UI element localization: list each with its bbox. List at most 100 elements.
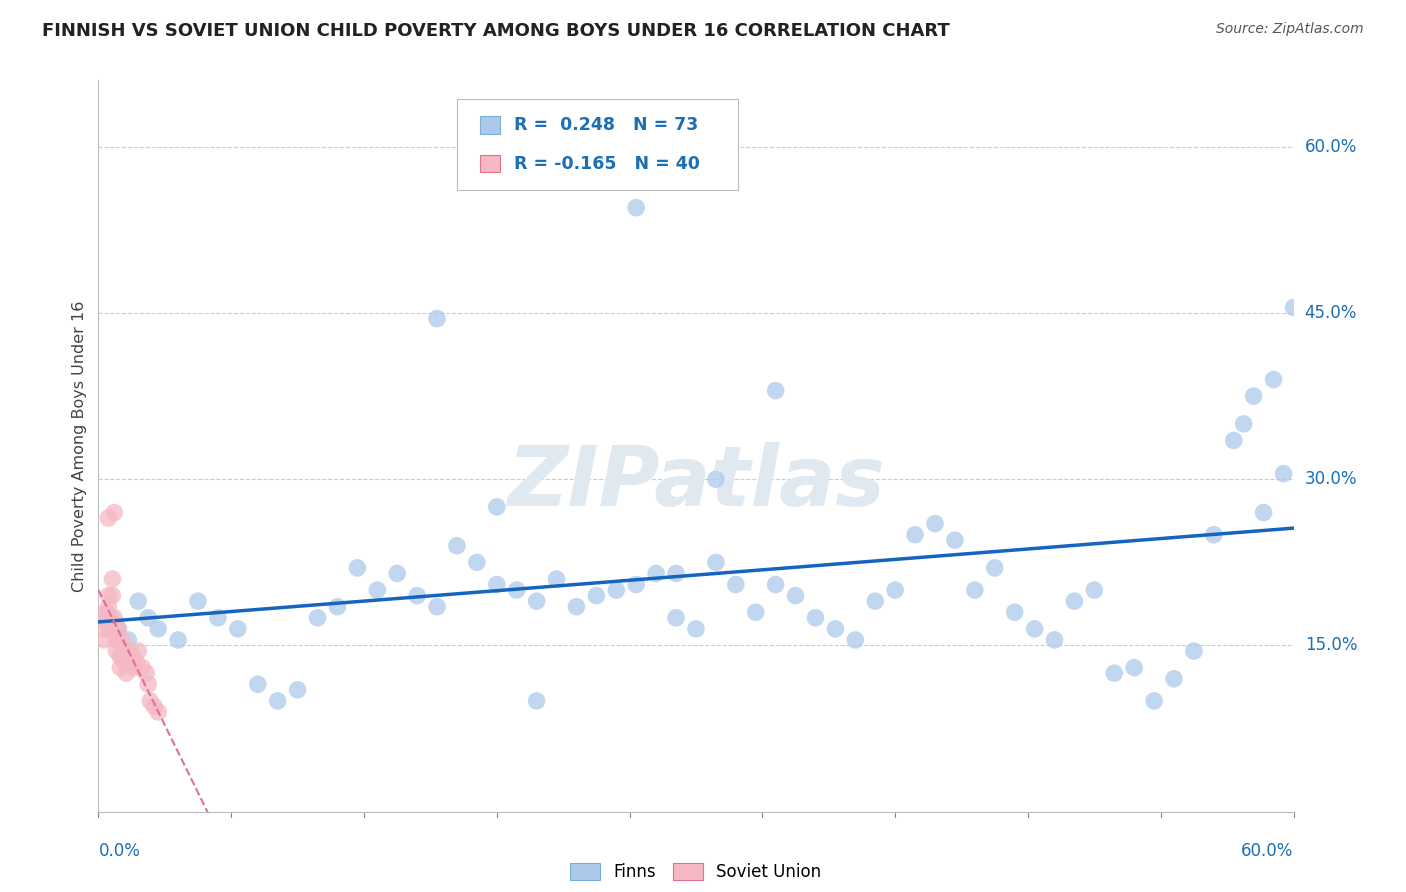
- Text: R = -0.165   N = 40: R = -0.165 N = 40: [513, 154, 699, 173]
- Text: ZIPatlas: ZIPatlas: [508, 442, 884, 523]
- Point: [97, 611, 120, 625]
- Point: [565, 599, 588, 614]
- Point: [665, 566, 688, 581]
- Point: [665, 611, 688, 625]
- Point: [585, 589, 607, 603]
- Point: [105, 644, 128, 658]
- Point: [485, 577, 508, 591]
- Point: [117, 655, 139, 669]
- Point: [1282, 301, 1305, 315]
- Point: [526, 694, 548, 708]
- Point: [785, 589, 807, 603]
- Point: [704, 555, 727, 569]
- Point: [1024, 622, 1046, 636]
- Point: [326, 599, 349, 614]
- Point: [143, 699, 166, 714]
- Point: [110, 649, 132, 664]
- Point: [226, 622, 249, 636]
- Point: [765, 384, 787, 398]
- Text: Source: ZipAtlas.com: Source: ZipAtlas.com: [1216, 22, 1364, 37]
- Point: [884, 583, 907, 598]
- Point: [115, 666, 138, 681]
- Point: [112, 649, 135, 664]
- Point: [131, 660, 153, 674]
- Point: [117, 632, 139, 647]
- Point: [624, 577, 647, 591]
- Point: [98, 611, 122, 625]
- Point: [546, 572, 568, 586]
- Point: [1263, 372, 1285, 386]
- Point: [111, 632, 134, 647]
- Point: [111, 644, 134, 658]
- Point: [148, 622, 170, 636]
- Text: 45.0%: 45.0%: [1305, 304, 1357, 322]
- Point: [765, 577, 787, 591]
- Point: [406, 589, 429, 603]
- Point: [103, 622, 125, 636]
- Point: [983, 561, 1005, 575]
- Point: [125, 655, 148, 669]
- Point: [107, 632, 129, 647]
- Point: [307, 611, 329, 625]
- Point: [117, 655, 139, 669]
- Point: [804, 611, 827, 625]
- Point: [167, 632, 190, 647]
- Point: [127, 594, 149, 608]
- Point: [366, 583, 388, 598]
- Point: [465, 555, 488, 569]
- Point: [246, 677, 269, 691]
- Point: [139, 694, 162, 708]
- Text: 60.0%: 60.0%: [1241, 842, 1294, 860]
- Point: [605, 583, 627, 598]
- Point: [844, 632, 866, 647]
- Point: [963, 583, 986, 598]
- Point: [207, 611, 229, 625]
- Point: [287, 682, 309, 697]
- Point: [93, 622, 115, 636]
- FancyBboxPatch shape: [479, 116, 501, 134]
- Point: [1182, 644, 1205, 658]
- Point: [745, 605, 768, 619]
- Point: [904, 527, 927, 541]
- Point: [1063, 594, 1085, 608]
- Point: [346, 561, 368, 575]
- Point: [120, 644, 142, 658]
- Point: [724, 577, 747, 591]
- Point: [110, 660, 132, 674]
- Y-axis label: Child Poverty Among Boys Under 16: Child Poverty Among Boys Under 16: [72, 301, 87, 591]
- Point: [645, 566, 668, 581]
- Point: [685, 622, 707, 636]
- Point: [124, 660, 146, 674]
- Point: [704, 472, 727, 486]
- Point: [1233, 417, 1256, 431]
- Point: [97, 511, 120, 525]
- Point: [112, 655, 135, 669]
- Point: [1143, 694, 1166, 708]
- Point: [1202, 527, 1225, 541]
- Text: 60.0%: 60.0%: [1305, 137, 1357, 156]
- Point: [107, 622, 129, 636]
- Point: [187, 594, 209, 608]
- Point: [426, 311, 449, 326]
- Point: [91, 611, 114, 625]
- Point: [943, 533, 966, 548]
- FancyBboxPatch shape: [457, 99, 738, 190]
- Point: [267, 694, 290, 708]
- Point: [446, 539, 468, 553]
- Point: [105, 632, 128, 647]
- Point: [97, 589, 120, 603]
- Point: [863, 594, 886, 608]
- Point: [101, 589, 124, 603]
- Point: [98, 622, 122, 636]
- FancyBboxPatch shape: [479, 155, 501, 172]
- Point: [96, 616, 118, 631]
- Text: 30.0%: 30.0%: [1305, 470, 1357, 488]
- Point: [526, 594, 548, 608]
- Point: [1222, 434, 1246, 448]
- Point: [115, 649, 138, 664]
- Point: [136, 677, 159, 691]
- Point: [1102, 666, 1125, 681]
- Point: [485, 500, 508, 514]
- Point: [1272, 467, 1295, 481]
- Point: [1083, 583, 1105, 598]
